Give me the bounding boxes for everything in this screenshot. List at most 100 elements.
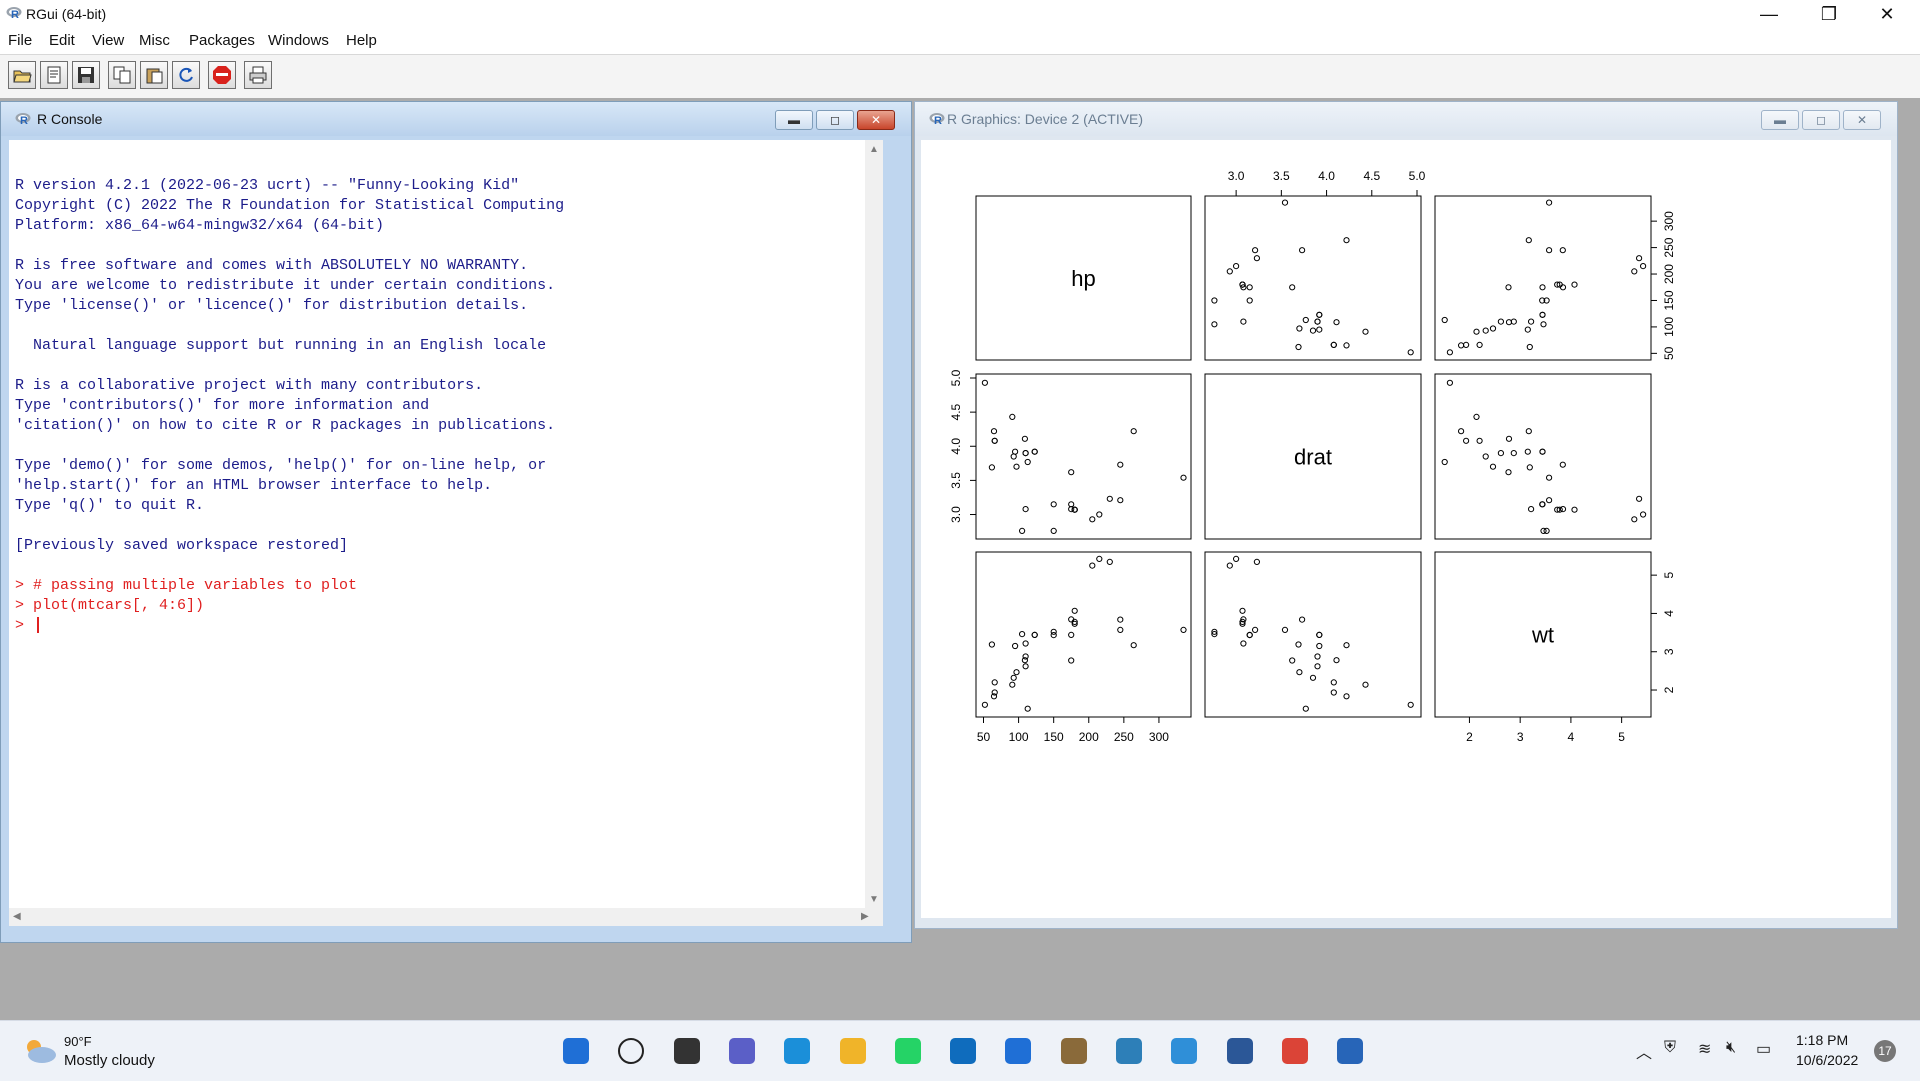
menu-bar: File Edit View Misc Packages Windows Hel… [0,28,1920,54]
scroll-left-icon[interactable]: ◀ [13,911,21,922]
task-view-icon[interactable] [671,1035,703,1067]
print-button[interactable] [244,61,272,89]
scroll-down-icon[interactable]: ▼ [869,894,879,905]
paste-button[interactable] [140,61,168,89]
data-point [1021,435,1029,442]
open-script-button[interactable] [8,61,36,89]
console-titlebar[interactable]: R R Console ▬ ◻ ✕ [1,102,911,136]
data-point [1106,558,1113,565]
console-prompt[interactable]: > [15,616,564,636]
menu-help[interactable]: Help [346,32,377,49]
data-point [1226,268,1233,275]
console-close-button[interactable]: ✕ [857,110,895,130]
data-point [1071,607,1078,614]
stop-button[interactable] [208,61,236,89]
data-point [1343,693,1350,700]
refresh-button[interactable] [172,61,200,89]
battery-icon[interactable]: ▭ [1756,1041,1772,1058]
panel-border [1434,195,1652,361]
data-point [1295,343,1302,351]
store-icon[interactable] [947,1035,979,1067]
menu-view[interactable]: View [92,32,125,49]
menu-packages[interactable]: Packages [189,32,255,49]
copy-button[interactable] [108,61,136,89]
chevron-up-icon[interactable]: ︿ [1636,1045,1653,1062]
tick-label: 4 [1662,610,1676,617]
data-point [1316,311,1323,318]
data-point [1180,626,1187,633]
data-point [988,641,996,648]
menu-edit[interactable]: Edit [49,32,75,49]
console-restore-button[interactable]: ◻ [816,110,854,130]
data-point [1489,463,1497,470]
console-horizontal-scrollbar[interactable]: ◀ ▶ [9,908,883,926]
load-workspace-button[interactable] [40,61,68,89]
menu-windows[interactable]: Windows [268,32,329,49]
data-point [1021,657,1029,664]
tick-label: 5.0 [949,369,963,386]
console-input-line: > # passing multiple variables to plot [15,577,358,594]
notification-badge[interactable]: 17 [1874,1040,1896,1062]
word-icon[interactable] [1224,1035,1256,1067]
photos-icon[interactable] [1113,1035,1145,1067]
scroll-up-icon[interactable]: ▲ [869,144,879,155]
save-button[interactable] [72,61,100,89]
menu-file[interactable]: File [8,32,33,49]
console-title: R Console [37,111,103,127]
console-input-line: > plot(mtcars[, 4:6]) [15,597,205,614]
data-point [1302,316,1309,324]
data-point [1407,701,1414,708]
console-line: Copyright (C) 2022 The R Foundation for … [15,197,565,214]
notepad-icon[interactable] [1168,1035,1200,1067]
console-line: Type 'contributors()' for more informati… [15,397,430,414]
weather-icon[interactable] [22,1037,58,1065]
data-point [1571,281,1578,288]
clock-time[interactable]: 1:18 PM [1796,1032,1849,1048]
chrome-icon[interactable] [1279,1035,1311,1067]
data-point [1071,620,1078,627]
wifi-icon[interactable]: ≋ [1698,1041,1712,1058]
chat-icon[interactable] [726,1035,758,1067]
app-icon[interactable] [1058,1035,1090,1067]
graphics-restore-button[interactable]: ◻ [1802,110,1840,130]
volume-muted-icon[interactable]: 🔇︎ [1726,1039,1737,1056]
data-point [1473,413,1480,420]
data-point [1050,628,1057,635]
graphics-minimize-button[interactable]: ▬ [1761,110,1799,130]
start-icon[interactable] [560,1035,592,1067]
whatsapp-icon[interactable] [892,1035,924,1067]
data-point [1539,501,1546,508]
data-point [1505,319,1513,326]
data-point [1233,555,1240,562]
data-point [1309,674,1317,681]
data-point [1233,263,1240,270]
antivirus-icon[interactable]: ⛨ [1664,1039,1677,1056]
mail-icon[interactable] [1002,1035,1034,1067]
data-point [1362,681,1369,688]
edge-icon[interactable] [781,1035,813,1067]
clock-date[interactable]: 10/6/2022 [1796,1052,1859,1068]
console-line: 'help.start()' for an HTML browser inter… [15,477,493,494]
file-explorer-icon[interactable] [837,1035,869,1067]
data-point [1546,247,1553,254]
menu-misc[interactable]: Misc [139,32,170,49]
svg-text:R: R [934,115,942,126]
r-icon[interactable] [1334,1035,1366,1067]
close-button[interactable]: ✕ [1879,4,1895,24]
tick-label: 4 [1568,730,1575,744]
console-output[interactable]: R version 4.2.1 (2022-06-23 ucrt) -- "Fu… [9,140,883,926]
minimize-button[interactable]: — [1760,4,1778,24]
variable-label: hp [1071,266,1095,291]
console-line [15,316,564,336]
search-icon[interactable] [615,1035,647,1067]
console-minimize-button[interactable]: ▬ [775,110,813,130]
console-vertical-scrollbar[interactable]: ▲ ▼ [865,140,883,926]
graphics-titlebar[interactable]: R R Graphics: Device 2 (ACTIVE) ▬ ◻ ✕ [915,102,1897,136]
restore-button[interactable]: ❐ [1820,4,1838,24]
graphics-close-button[interactable]: ✕ [1843,110,1881,130]
scroll-right-icon[interactable]: ▶ [861,911,869,922]
console-line: Type 'demo()' for some demos, 'help()' f… [15,457,547,474]
data-point [1458,428,1465,435]
tick-label: 5.0 [1409,169,1426,183]
